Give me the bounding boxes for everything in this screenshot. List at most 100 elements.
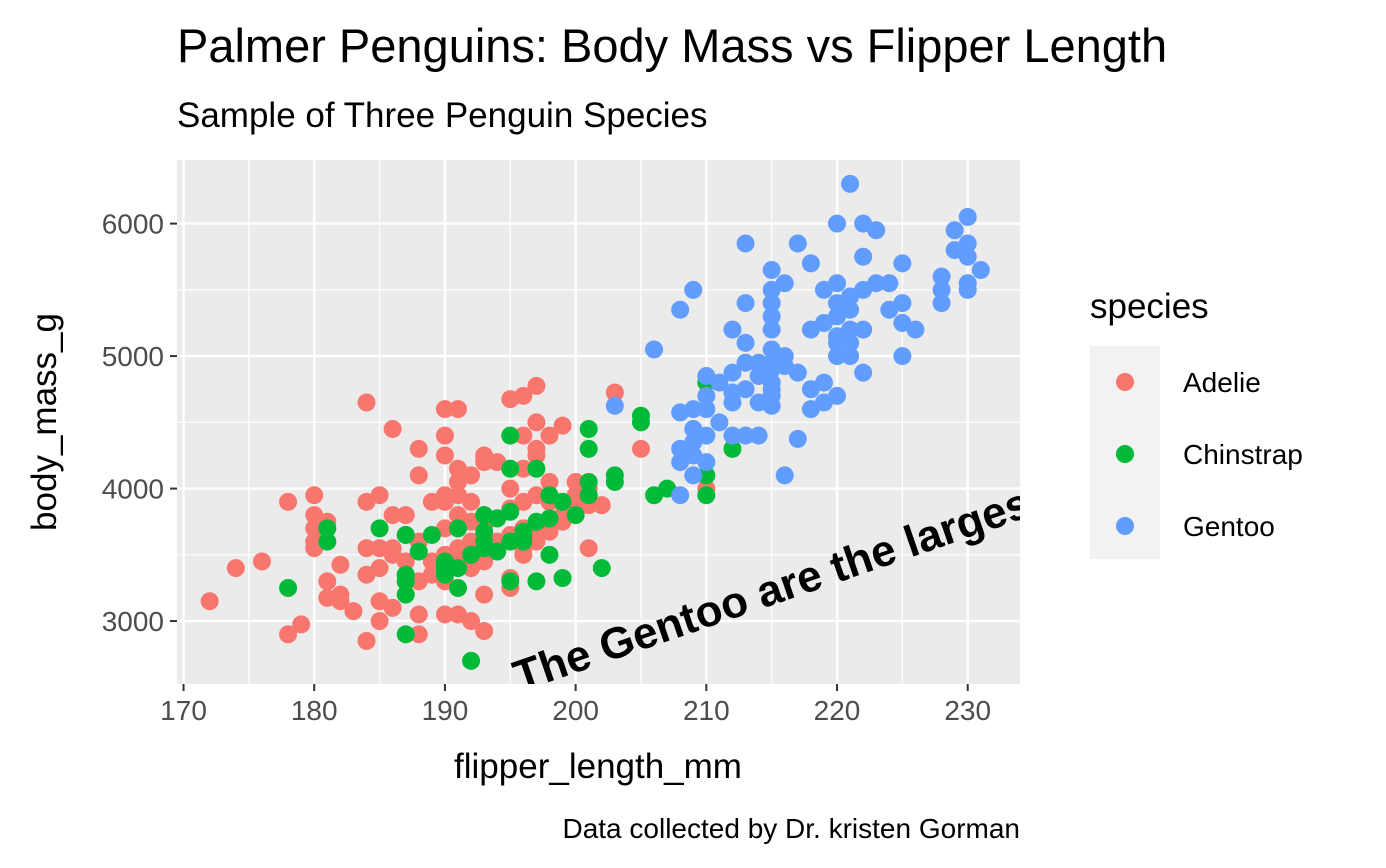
point-chinstrap — [501, 502, 520, 521]
point-gentoo — [867, 274, 886, 293]
legend: species Adelie Chinstrap Gentoo — [1090, 287, 1303, 559]
point-adelie — [305, 486, 324, 505]
point-adelie — [279, 492, 298, 511]
point-chinstrap — [370, 519, 389, 538]
point-chinstrap — [501, 459, 520, 478]
y-tick-label: 4000 — [102, 474, 164, 505]
point-chinstrap — [396, 625, 415, 644]
point-gentoo — [762, 294, 781, 313]
point-gentoo — [828, 386, 847, 405]
point-gentoo — [605, 396, 624, 415]
point-chinstrap — [723, 439, 742, 458]
point-chinstrap — [592, 559, 611, 578]
point-gentoo — [958, 234, 977, 253]
point-adelie — [475, 622, 494, 641]
point-gentoo — [788, 363, 807, 382]
point-gentoo — [867, 221, 886, 240]
point-gentoo — [671, 300, 690, 319]
point-gentoo — [788, 429, 807, 448]
point-gentoo — [854, 320, 873, 339]
point-chinstrap — [279, 578, 298, 597]
point-gentoo — [775, 466, 794, 485]
point-gentoo — [697, 453, 716, 472]
point-chinstrap — [553, 569, 572, 588]
point-adelie — [462, 612, 481, 631]
point-gentoo — [958, 207, 977, 226]
chart-title: Palmer Penguins: Body Mass vs Flipper Le… — [177, 19, 1167, 72]
chart-caption: Data collected by Dr. kristen Gorman — [562, 813, 1020, 844]
point-adelie — [514, 459, 533, 478]
x-axis-title: flipper_length_mm — [454, 747, 742, 786]
legend-title: species — [1090, 287, 1209, 326]
point-adelie — [449, 400, 467, 419]
x-tick-label: 180 — [291, 695, 338, 726]
point-gentoo — [932, 294, 951, 313]
point-adelie — [383, 506, 402, 525]
point-gentoo — [841, 347, 860, 366]
point-gentoo — [841, 320, 860, 339]
point-adelie — [579, 539, 598, 558]
point-chinstrap — [396, 572, 415, 591]
point-gentoo — [710, 413, 729, 432]
point-adelie — [292, 615, 311, 634]
point-adelie — [318, 572, 337, 591]
point-chinstrap — [553, 492, 572, 511]
point-gentoo — [736, 380, 755, 399]
point-gentoo — [697, 400, 716, 419]
point-adelie — [252, 552, 271, 571]
point-chinstrap — [449, 578, 467, 597]
point-chinstrap — [514, 532, 533, 551]
point-chinstrap — [449, 519, 467, 538]
point-adelie — [409, 466, 428, 485]
point-gentoo — [854, 247, 873, 266]
point-chinstrap — [697, 466, 716, 485]
point-chinstrap — [579, 419, 598, 438]
point-gentoo — [828, 347, 847, 366]
point-adelie — [370, 612, 389, 631]
point-gentoo — [893, 254, 912, 273]
point-gentoo — [971, 260, 990, 279]
point-adelie — [331, 592, 350, 611]
point-gentoo — [697, 386, 716, 405]
point-gentoo — [854, 363, 873, 382]
point-adelie — [409, 439, 428, 458]
point-gentoo — [801, 254, 820, 273]
point-adelie — [527, 446, 546, 465]
point-gentoo — [749, 426, 768, 445]
point-adelie — [226, 559, 245, 578]
point-chinstrap — [605, 472, 624, 491]
point-gentoo — [958, 280, 977, 299]
point-gentoo — [828, 274, 847, 293]
point-adelie — [540, 426, 559, 445]
y-tick-label: 3000 — [102, 606, 164, 637]
point-adelie — [540, 472, 559, 491]
x-tick-label: 210 — [683, 695, 730, 726]
point-gentoo — [932, 267, 951, 286]
data-points — [200, 174, 990, 670]
x-tick-label: 170 — [160, 695, 207, 726]
point-gentoo — [697, 426, 716, 445]
point-gentoo — [841, 333, 860, 352]
y-tick-label: 5000 — [102, 341, 164, 372]
point-chinstrap — [697, 486, 716, 505]
point-gentoo — [762, 260, 781, 279]
point-adelie — [279, 625, 298, 644]
point-chinstrap — [501, 426, 520, 445]
point-chinstrap — [396, 585, 415, 604]
point-gentoo — [775, 274, 794, 293]
point-adelie — [357, 631, 376, 650]
point-adelie — [200, 592, 219, 611]
x-tick-label: 190 — [422, 695, 469, 726]
point-adelie — [501, 479, 520, 498]
point-adelie — [527, 413, 546, 432]
point-gentoo — [906, 320, 925, 339]
point-adelie — [475, 585, 494, 604]
point-gentoo — [723, 393, 742, 412]
legend-key-gentoo — [1116, 517, 1134, 535]
x-tick-label: 200 — [552, 695, 599, 726]
point-gentoo — [893, 294, 912, 313]
point-gentoo — [736, 353, 755, 372]
x-tick-label: 220 — [814, 695, 861, 726]
point-adelie — [370, 559, 389, 578]
